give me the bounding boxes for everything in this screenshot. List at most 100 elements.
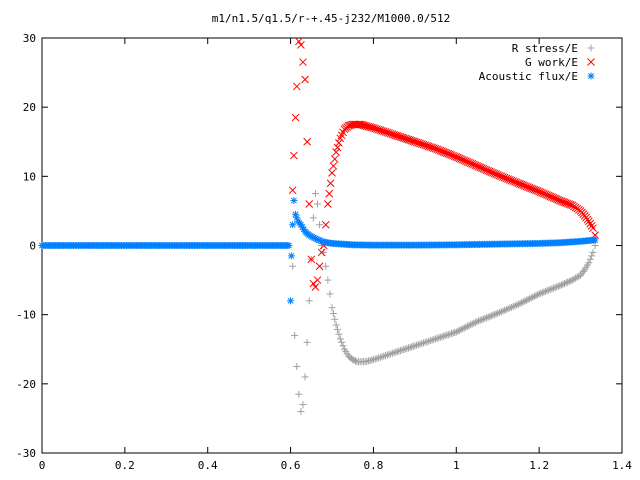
data-point	[521, 297, 529, 305]
data-point	[395, 347, 403, 355]
data-point	[430, 335, 438, 343]
y-tick-label: 30	[23, 32, 36, 45]
data-point	[419, 339, 427, 347]
data-point	[532, 292, 540, 300]
data-point	[392, 348, 400, 356]
data-point	[478, 316, 486, 324]
x-tick-label: 1	[453, 459, 460, 472]
data-point	[586, 255, 594, 263]
data-point	[587, 222, 596, 230]
data-point	[418, 339, 426, 347]
y-tick-label: 0	[29, 240, 36, 253]
data-point	[351, 357, 359, 365]
y-tick-label: 10	[23, 170, 36, 183]
data-point	[311, 190, 319, 198]
data-point	[406, 343, 414, 351]
data-point	[557, 281, 565, 289]
data-point	[290, 197, 298, 205]
data-point	[543, 287, 551, 295]
data-point	[486, 312, 494, 320]
data-point	[297, 41, 305, 49]
data-point	[586, 219, 595, 228]
data-point	[526, 295, 534, 303]
data-point	[311, 283, 320, 291]
data-point	[504, 305, 512, 313]
y-tick-label: -10	[16, 309, 36, 322]
data-point	[553, 283, 561, 291]
data-point	[506, 304, 514, 312]
data-point	[301, 373, 309, 381]
data-point	[451, 328, 459, 336]
data-point	[514, 300, 522, 308]
data-point	[287, 297, 295, 305]
data-point	[585, 259, 593, 267]
data-point	[305, 297, 313, 305]
data-point	[334, 326, 342, 334]
data-point	[408, 343, 416, 351]
data-point	[436, 333, 444, 341]
data-point	[307, 255, 316, 264]
data-point	[357, 120, 365, 129]
data-point	[335, 330, 343, 338]
data-point	[440, 332, 448, 340]
data-point	[502, 306, 510, 314]
data-point	[332, 148, 340, 156]
data-point	[524, 296, 532, 304]
data-point	[509, 303, 517, 311]
data-point	[516, 299, 524, 307]
data-point	[328, 169, 336, 177]
data-point	[317, 248, 326, 257]
data-point	[589, 248, 597, 256]
x-tick-label: 0.8	[363, 459, 383, 472]
data-point	[375, 354, 383, 362]
data-point	[421, 338, 429, 346]
data-point	[426, 337, 434, 345]
data-point	[457, 326, 465, 334]
data-point	[411, 342, 419, 350]
data-point	[529, 293, 537, 301]
y-tick-label: -20	[16, 378, 36, 391]
data-point	[338, 338, 346, 346]
data-point	[329, 162, 338, 170]
data-point	[328, 304, 336, 312]
data-point	[535, 290, 543, 298]
data-point	[463, 322, 471, 330]
data-point	[409, 342, 417, 350]
data-point	[534, 291, 542, 299]
data-point	[297, 408, 305, 415]
data-point	[288, 186, 297, 195]
data-point	[518, 299, 526, 307]
data-point	[551, 284, 559, 292]
data-point	[492, 310, 500, 318]
data-point	[398, 346, 406, 354]
data-point	[324, 276, 332, 284]
data-point	[400, 346, 408, 354]
data-point	[559, 280, 567, 288]
data-point	[414, 341, 422, 349]
data-point	[339, 342, 347, 350]
data-point	[413, 341, 421, 349]
series-1	[288, 37, 599, 291]
data-point	[460, 324, 468, 332]
data-point	[315, 262, 324, 271]
x-tick-label: 1.2	[529, 459, 549, 472]
data-point	[295, 390, 303, 398]
data-point	[459, 325, 467, 333]
data-point	[403, 344, 411, 352]
data-point	[314, 200, 321, 208]
data-point	[549, 284, 557, 292]
data-point	[484, 313, 492, 321]
data-point	[588, 252, 596, 260]
data-point	[358, 121, 367, 129]
data-point	[489, 311, 497, 319]
legend-marker	[587, 44, 595, 52]
data-point	[378, 353, 386, 361]
data-point	[432, 335, 440, 343]
data-point	[330, 155, 339, 163]
data-point	[476, 316, 484, 324]
data-point	[321, 220, 330, 229]
y-tick-label: -30	[16, 447, 36, 460]
data-point	[564, 278, 572, 286]
data-point	[499, 307, 507, 315]
